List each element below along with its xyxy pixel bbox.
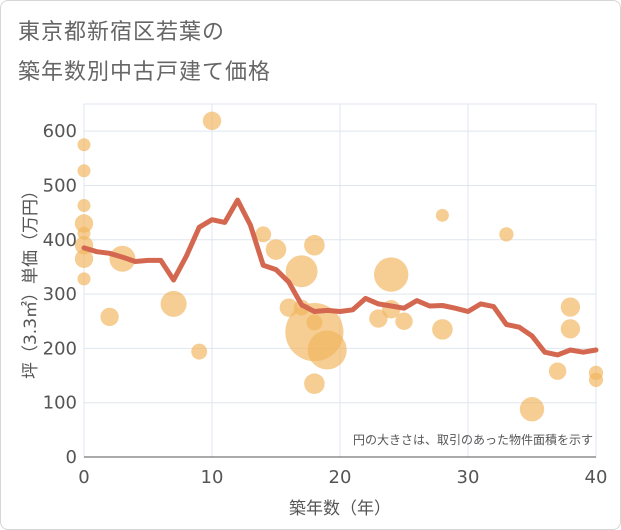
bubble-point-31: [548, 362, 567, 380]
bubble-point-7: [77, 272, 91, 286]
y-tick-label-300: 300: [43, 284, 77, 305]
x-tick-label-20: 20: [329, 467, 352, 488]
x-tick-label-10: 10: [201, 467, 224, 488]
grid-lines: [83, 104, 597, 458]
x-tick-label-0: 0: [78, 467, 89, 488]
bubble-point-30: [519, 397, 545, 422]
bubble-point-14: [265, 239, 287, 260]
bubble-point-0: [77, 138, 91, 152]
bubble-point-35: [588, 372, 604, 388]
bubble-point-6: [74, 249, 94, 268]
bubble-point-18: [304, 234, 325, 256]
bubble-point-4: [77, 226, 91, 240]
x-axis-label: 築年数（年）: [289, 499, 391, 519]
y-axis-label: 坪（3.3㎡）単価（万円）: [21, 182, 41, 379]
bubble-point-21: [304, 373, 325, 394]
bubble-point-27: [435, 208, 449, 222]
bubble-point-3: [74, 214, 94, 233]
bubble-point-24: [374, 257, 409, 292]
bubble-point-22: [307, 330, 347, 370]
bubble-size-note: 円の大きさは、取引のあった物件面積を示す: [353, 432, 593, 447]
bubble-point-33: [560, 319, 581, 339]
y-tick-label-500: 500: [43, 175, 77, 196]
bubble-point-10: [160, 290, 187, 317]
chart-title-line2: 築年数別中古戸建て価格: [18, 60, 272, 85]
x-tick-label-40: 40: [585, 467, 608, 488]
y-tick-label-100: 100: [43, 393, 77, 414]
bubble-point-29: [499, 227, 514, 242]
chart-title-line1: 東京都新宿区若葉の: [18, 20, 226, 45]
bubble-point-26: [395, 312, 413, 330]
bubble-point-23: [369, 309, 388, 328]
bubble-point-16: [285, 255, 318, 288]
y-tick-label-200: 200: [43, 338, 77, 359]
y-tick-label-400: 400: [43, 230, 77, 251]
bubble-point-28: [432, 319, 453, 340]
average-price-line: [81, 197, 599, 358]
bubble-point-8: [100, 307, 119, 327]
y-tick-label-0: 0: [66, 447, 77, 468]
bubble-point-11: [191, 343, 208, 360]
bubble-point-12: [202, 111, 222, 131]
axis-ticks: 0 100 200 300 400 500 600 0 10 20 30 40: [43, 121, 608, 488]
y-tick-label-600: 600: [43, 121, 77, 142]
bubble-point-2: [77, 199, 91, 213]
bubble-series: [74, 111, 604, 422]
bubble-point-1: [77, 164, 91, 178]
bubble-point-32: [560, 297, 581, 317]
x-tick-label-30: 30: [457, 467, 480, 488]
bubble-point-13: [255, 226, 272, 243]
